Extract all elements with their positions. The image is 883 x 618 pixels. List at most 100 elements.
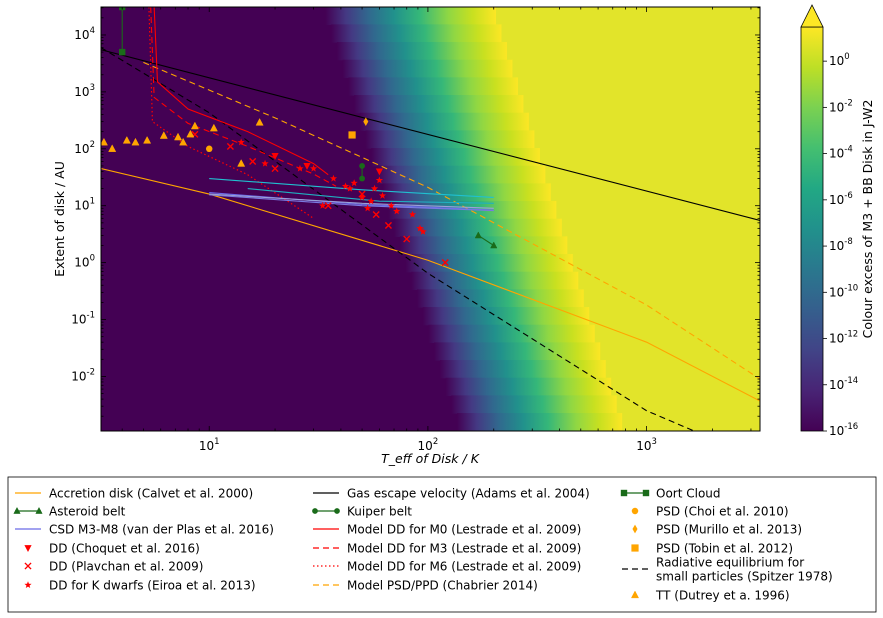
point-kuiper-belt xyxy=(359,175,365,182)
line-model-dd-for-m6-lestrade-et-al-2009 xyxy=(148,7,314,219)
heatmap-band-saturated xyxy=(578,271,760,290)
point-dd-for-k-dwarfs-eiroa-et-al-2013 xyxy=(364,204,372,212)
colorbar-tick-label: 10-2 xyxy=(829,98,853,114)
colorbar-tick-label: 10-12 xyxy=(829,330,858,346)
legend-kuiper-belt-label: Kuiper belt xyxy=(347,505,412,519)
heatmap-band-saturated xyxy=(561,218,760,237)
legend-radiative-equilibrium-for-small-particles-spitzer-1978-label: small particles (Spitzer 1978) xyxy=(656,570,833,584)
legend-psd-murillo-et-al-2013-handle xyxy=(632,524,638,534)
heatmap-band-saturated xyxy=(611,377,760,396)
point-asteroid-belt xyxy=(490,241,498,249)
colorbar-extend-arrow xyxy=(800,4,824,28)
legend-dd-choquet-et-al-2016-marker xyxy=(24,545,32,552)
legend-frame xyxy=(7,476,877,613)
point-dd-for-k-dwarfs-eiroa-et-al-2013 xyxy=(350,179,358,187)
point-dd-for-k-dwarfs-eiroa-et-al-2013 xyxy=(416,224,424,232)
heatmap-band xyxy=(394,218,563,237)
heatmap-band xyxy=(445,377,612,396)
line-gas-escape-velocity-adams-et-al-2004 xyxy=(101,49,760,222)
legend-dd-plavchan-et-al-2009-handle xyxy=(24,562,32,570)
heatmap-band xyxy=(428,324,596,343)
y-axis-label: Extent of disk / AU xyxy=(52,161,67,277)
line-csd-m3-m8-van-der-plas-et-al-2016 xyxy=(209,178,494,198)
y-tick-label: 103 xyxy=(74,83,95,99)
heatmap-band-saturated xyxy=(567,236,760,255)
heatmap-band xyxy=(359,112,530,131)
heatmap-band xyxy=(376,165,546,184)
y-tick-label: 102 xyxy=(74,140,95,156)
colorbar-ticks: 100 10-2 10-4 10-6 10-8 10-10 10-12 10-14 10-16 xyxy=(823,52,858,438)
point-dd-choquet-et-al-2016 xyxy=(271,153,279,160)
heatmap-band xyxy=(399,236,568,255)
legend-radiative-equilibrium-for-small-particles-spitzer-1978-label: Radiative equilibrium for xyxy=(656,556,804,570)
legend-model-dd-for-m3-lestrade-et-al-2009-label: Model DD for M3 (Lestrade et al. 2009) xyxy=(347,542,581,556)
heatmap-band-saturated xyxy=(594,324,760,343)
point-tt-dutrey-et-a-1996 xyxy=(237,159,246,167)
legend-kuiper-belt-marker xyxy=(334,508,340,514)
legend: Accretion disk (Calvet et al. 2000) Aster… xyxy=(7,476,877,613)
y-tick-label: 10-2 xyxy=(71,367,95,383)
legend-psd-murillo-et-al-2013-marker xyxy=(632,524,638,534)
line-csd-m3-m8-van-der-plas-et-al-2016 xyxy=(209,193,494,209)
point-tt-dutrey-et-a-1996 xyxy=(143,135,152,144)
point-dd-for-k-dwarfs-eiroa-et-al-2013 xyxy=(393,207,401,215)
legend-csd-m3-m8-van-der-plas-et-al-2016-label: CSD M3-M8 (van der Plas et al. 2016) xyxy=(49,523,274,537)
heatmap-band xyxy=(457,413,623,431)
series-lines xyxy=(101,7,760,431)
point-psd-choi-et-al-2010 xyxy=(205,145,213,153)
legend-model-psd-ppd-chabrier-2014-label: Model PSD/PPD (Chabrier 2014) xyxy=(347,579,538,593)
heatmap-band xyxy=(342,59,513,78)
heatmap-band xyxy=(348,77,519,96)
point-tt-dutrey-et-a-1996 xyxy=(190,121,199,130)
point-dd-plavchan-et-al-2009 xyxy=(271,164,279,173)
heatmap-band-saturated xyxy=(600,342,760,361)
legend-psd-murillo-et-al-2013-label: PSD (Murillo et al. 2013) xyxy=(656,523,802,537)
point-oort-cloud xyxy=(118,48,126,56)
line-csd-m3-m8-van-der-plas-et-al-2016 xyxy=(209,192,494,211)
legend-accretion-disk-calvet-et-al-2000-label: Accretion disk (Calvet et al. 2000) xyxy=(49,487,253,501)
y-axis: 10-2 10-1 100 101 102 103 104 xyxy=(71,7,760,417)
heatmap-band-saturated xyxy=(534,130,760,149)
point-dd-for-k-dwarfs-eiroa-et-al-2013 xyxy=(375,176,383,184)
heatmap-band xyxy=(354,95,524,114)
plot-frame xyxy=(100,6,761,432)
legend-oort-cloud-marker xyxy=(642,489,650,497)
legend-dd-for-k-dwarfs-eiroa-et-al-2013-label: DD for K dwarfs (Eiroa et al. 2013) xyxy=(49,579,256,593)
point-dd-for-k-dwarfs-eiroa-et-al-2013 xyxy=(346,184,354,192)
point-kuiper-belt xyxy=(359,163,365,169)
legend-oort-cloud-marker xyxy=(620,489,628,497)
line-radiative-equilibrium-for-small-particles-spitzer-1978 xyxy=(101,47,695,431)
point-tt-dutrey-et-a-1996 xyxy=(101,137,108,146)
heatmap-band xyxy=(365,130,535,149)
legend-kuiper-belt-marker xyxy=(312,508,318,514)
x-tick-label: 101 xyxy=(199,437,220,453)
heatmap-band-saturated xyxy=(545,165,760,184)
heatmap-band-saturated xyxy=(495,7,760,25)
point-tt-dutrey-et-a-1996 xyxy=(174,132,183,141)
point-dd-for-k-dwarfs-eiroa-et-al-2013 xyxy=(329,174,338,182)
colorbar-tick-label: 10-16 xyxy=(829,422,858,438)
point-dd-for-k-dwarfs-eiroa-et-al-2013 xyxy=(341,182,350,190)
heatmap-band xyxy=(416,289,585,308)
heatmap-band-saturated xyxy=(572,254,760,273)
point-tt-dutrey-et-a-1996 xyxy=(179,137,188,146)
heatmap-band-saturated xyxy=(589,307,760,326)
legend-oort-cloud-label: Oort Cloud xyxy=(656,487,721,501)
point-dd-for-k-dwarfs-eiroa-et-al-2013 xyxy=(261,159,269,167)
heatmap-band xyxy=(331,24,502,43)
y-tick-label: 10-1 xyxy=(71,311,95,327)
heatmap-band-saturated xyxy=(528,112,760,131)
heatmap-band-saturated xyxy=(550,183,760,202)
legend-asteroid-belt-label: Asteroid belt xyxy=(49,505,126,519)
point-dd-plavchan-et-al-2009 xyxy=(249,157,257,165)
heatmap-band-saturated xyxy=(539,148,760,167)
legend-dd-plavchan-et-al-2009-label: DD (Plavchan et al. 2009) xyxy=(49,560,203,574)
legend-model-dd-for-m0-lestrade-et-al-2009-label: Model DD for M0 (Lestrade et al. 2009) xyxy=(347,523,581,537)
colorbar-tick-label: 10-10 xyxy=(829,283,858,299)
legend-dd-choquet-et-al-2016-handle xyxy=(24,545,32,552)
x-axis-label: T_eff of Disk / K xyxy=(381,451,481,466)
legend-asteroid-belt-marker xyxy=(13,506,21,514)
heatmap-band xyxy=(451,395,618,414)
point-tt-dutrey-et-a-1996 xyxy=(131,137,140,146)
legend-tt-dutrey-et-a-1996-label: TT (Dutrey et a. 1996) xyxy=(655,589,790,603)
